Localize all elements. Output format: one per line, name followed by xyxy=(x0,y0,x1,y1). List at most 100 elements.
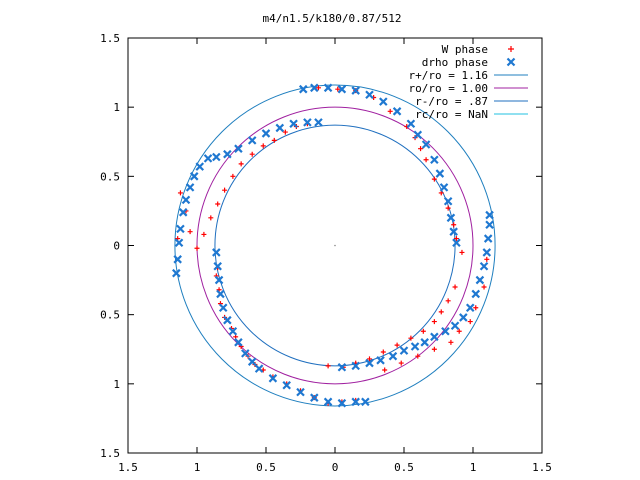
w-phase-point xyxy=(222,187,228,193)
drho-point xyxy=(323,83,333,93)
w-phase-point xyxy=(420,328,426,334)
drho-point xyxy=(228,326,238,336)
drho-point xyxy=(176,224,185,234)
legend-label: r-/ro = .87 xyxy=(415,95,488,108)
w-phase-point xyxy=(481,284,487,290)
drho-point xyxy=(282,380,291,390)
drho-point xyxy=(388,351,398,361)
drho-point xyxy=(247,136,257,145)
drho-point xyxy=(443,196,453,206)
w-phase-point xyxy=(335,86,341,92)
w-phase-point xyxy=(249,151,255,157)
drho-point xyxy=(212,248,221,257)
drho-point xyxy=(268,374,278,383)
drho-point xyxy=(241,349,250,358)
w-phase-point xyxy=(448,339,454,345)
w-phase-point xyxy=(177,190,183,196)
drho-point xyxy=(485,220,494,230)
w-phase-point xyxy=(398,360,404,366)
drho-point xyxy=(261,129,271,138)
drho-point xyxy=(410,342,420,351)
w-phase-point xyxy=(418,146,424,152)
drho-point xyxy=(483,234,493,243)
y-tick-label: 0.5 xyxy=(100,309,120,322)
drho-point xyxy=(289,119,298,129)
drho-point xyxy=(450,321,460,331)
w-phase-point xyxy=(325,363,331,369)
series-w-phase xyxy=(175,85,490,406)
drho-point xyxy=(172,268,181,278)
drho-point xyxy=(189,172,199,181)
w-phase-point xyxy=(431,319,437,325)
drho-point xyxy=(351,397,360,407)
legend-marker-plus xyxy=(508,46,514,52)
w-phase-point xyxy=(459,249,465,255)
w-phase-point xyxy=(315,85,321,91)
drho-point xyxy=(449,227,458,236)
drho-point xyxy=(296,387,305,397)
drho-point xyxy=(376,356,385,365)
w-phase-point xyxy=(380,349,386,355)
drho-point xyxy=(218,303,228,313)
drho-point xyxy=(475,275,485,285)
drho-point xyxy=(365,358,374,368)
w-phase-point xyxy=(484,256,490,262)
drho-point xyxy=(173,255,182,264)
drho-point xyxy=(185,183,195,192)
drho-point xyxy=(314,118,323,127)
drho-point xyxy=(439,183,449,192)
x-tick-label: 0.5 xyxy=(394,461,414,474)
drho-point xyxy=(421,140,431,149)
drho-point xyxy=(471,289,481,299)
drho-point xyxy=(234,338,243,347)
w-phase-point xyxy=(271,137,277,143)
drho-point xyxy=(413,130,423,140)
w-phase-point xyxy=(260,143,266,149)
x-tick-label: 0.5 xyxy=(256,461,276,474)
drho-point xyxy=(212,152,221,162)
series-drho-phase xyxy=(172,83,494,408)
drho-point xyxy=(482,248,492,257)
w-phase-point xyxy=(194,245,200,251)
drho-point xyxy=(452,238,461,248)
drho-point xyxy=(399,346,409,355)
x-tick-label: 0 xyxy=(332,461,339,474)
drho-point xyxy=(275,123,285,133)
drho-point xyxy=(351,86,360,95)
w-phase-point xyxy=(408,335,414,341)
origin-dot xyxy=(334,244,336,247)
radius-circle-1 xyxy=(196,106,474,385)
drho-point xyxy=(365,90,374,99)
legend-label: r+/ro = 1.16 xyxy=(409,69,488,82)
drho-point xyxy=(459,313,468,322)
drho-point xyxy=(195,162,205,171)
w-phase-point xyxy=(238,161,244,167)
w-phase-point xyxy=(367,356,372,362)
w-phase-point xyxy=(415,353,421,359)
x-tick-label: 1.5 xyxy=(532,461,552,474)
legend-label: ro/ro = 1.00 xyxy=(409,82,488,95)
w-phase-point xyxy=(387,108,393,114)
w-phase-point xyxy=(187,229,193,235)
drho-point xyxy=(351,361,360,371)
drho-point xyxy=(361,397,370,407)
drho-point xyxy=(213,261,222,271)
w-phase-point xyxy=(382,367,388,373)
drho-point xyxy=(446,213,456,223)
y-tick-label: 1.5 xyxy=(100,32,120,45)
drho-point xyxy=(181,195,191,205)
drho-point xyxy=(406,119,416,129)
y-tick-label: 0.5 xyxy=(100,170,120,183)
drho-point xyxy=(485,210,494,220)
drho-point xyxy=(430,332,439,342)
w-phase-point xyxy=(445,298,451,304)
drho-point xyxy=(223,315,232,325)
drho-point xyxy=(174,238,184,248)
w-phase-point xyxy=(431,346,437,352)
w-phase-point xyxy=(473,305,479,311)
drho-point xyxy=(465,303,475,313)
w-phase-point xyxy=(201,231,207,237)
y-tick-label: 1 xyxy=(113,378,120,391)
legend-marker-cross xyxy=(506,57,516,67)
